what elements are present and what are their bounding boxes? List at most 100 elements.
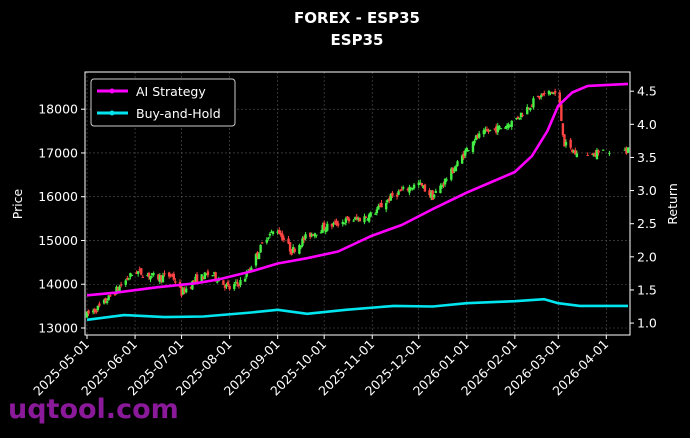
candle-body — [543, 92, 546, 94]
candle-body — [167, 272, 171, 277]
candle-body — [290, 249, 293, 255]
candle-body — [597, 150, 600, 153]
candle-body — [384, 202, 388, 210]
candle-body — [456, 161, 459, 167]
candle-body — [402, 187, 405, 189]
candle-body — [119, 284, 123, 286]
candle-body — [464, 150, 467, 156]
candle-body — [169, 274, 172, 277]
candle-body — [126, 278, 129, 280]
candle-body — [529, 107, 532, 111]
candle-body — [595, 149, 599, 159]
candle-body — [366, 219, 369, 221]
candle-body — [552, 92, 555, 95]
candle-body — [608, 152, 611, 154]
candle-body — [369, 212, 372, 217]
candle-body — [575, 153, 579, 157]
candle-body — [487, 130, 490, 132]
candle-body — [536, 95, 540, 97]
candle-body — [147, 272, 151, 278]
candle-body — [591, 153, 594, 155]
candle-body — [315, 234, 318, 236]
candle-body — [248, 269, 251, 271]
candle-body — [442, 184, 445, 186]
left-tick-label: 16000 — [38, 189, 78, 204]
candle-body — [417, 182, 420, 185]
candle-body — [102, 299, 106, 304]
candle-body — [485, 129, 489, 131]
candle-body — [355, 216, 358, 219]
candle-body — [113, 294, 117, 296]
candle-body — [214, 272, 217, 280]
candle-body — [374, 213, 377, 215]
candle-body — [321, 225, 324, 233]
left-tick-label: 13000 — [38, 320, 78, 335]
candle-body — [400, 189, 403, 191]
right-tick-label: 1.5 — [637, 282, 657, 297]
candle-body — [347, 218, 351, 222]
candle-body — [527, 108, 530, 110]
candle-body — [553, 91, 557, 94]
candle-body — [107, 295, 110, 301]
candle-body — [386, 199, 389, 202]
candle-body — [200, 274, 203, 282]
candle-body — [493, 128, 496, 130]
candle-body — [518, 117, 521, 120]
candle-body — [515, 118, 518, 120]
candle-body — [87, 310, 90, 314]
candle-body — [541, 93, 544, 96]
candle-body — [377, 205, 380, 210]
candle-body — [510, 120, 513, 127]
candle-body — [358, 217, 362, 222]
candle-body — [560, 104, 563, 122]
candle-body — [439, 185, 442, 194]
candle-body — [181, 288, 185, 295]
candle-body — [473, 140, 476, 144]
candle-body — [268, 233, 272, 236]
candle-body — [538, 96, 541, 99]
candle-body — [278, 229, 281, 234]
candlesticks — [85, 88, 630, 319]
candle-body — [130, 274, 134, 276]
candle-body — [423, 184, 427, 192]
candle-body — [484, 129, 487, 132]
candle-body — [563, 134, 566, 147]
candle-body — [116, 287, 120, 291]
candle-body — [519, 112, 523, 118]
candle-body — [124, 280, 127, 285]
candle-body — [225, 284, 228, 287]
candle-body — [465, 148, 468, 152]
candle-body — [233, 284, 236, 289]
candle-body — [109, 294, 112, 297]
candle-body — [569, 139, 572, 148]
candle-body — [157, 274, 160, 280]
candle-body — [406, 188, 410, 191]
candle-body — [516, 117, 520, 119]
candle-body — [550, 91, 554, 93]
candle-body — [194, 276, 197, 281]
chart-title: FOREX - ESP35 — [294, 9, 420, 27]
candle-body — [626, 147, 630, 153]
candle-body — [127, 278, 131, 280]
candle-body — [453, 169, 456, 172]
candle-body — [409, 188, 413, 190]
candle-body — [367, 214, 371, 222]
candle-body — [397, 191, 400, 195]
candle-body — [192, 280, 196, 282]
candle-body — [564, 142, 568, 146]
candle-body — [260, 242, 264, 244]
candle-body — [572, 151, 575, 153]
candle-body — [95, 310, 98, 313]
left-tick-label: 14000 — [38, 277, 78, 292]
candle-body — [505, 125, 509, 128]
candle-body — [326, 223, 329, 231]
legend-bh-label: Buy-and-Hold — [136, 106, 221, 121]
candle-body — [152, 273, 155, 275]
candle-body — [265, 239, 269, 243]
candle-body — [508, 125, 512, 127]
candle-body — [298, 245, 301, 254]
candle-body — [467, 150, 470, 152]
candle-body — [212, 272, 216, 274]
plot-frame — [84, 71, 631, 336]
candle-body — [412, 184, 416, 189]
